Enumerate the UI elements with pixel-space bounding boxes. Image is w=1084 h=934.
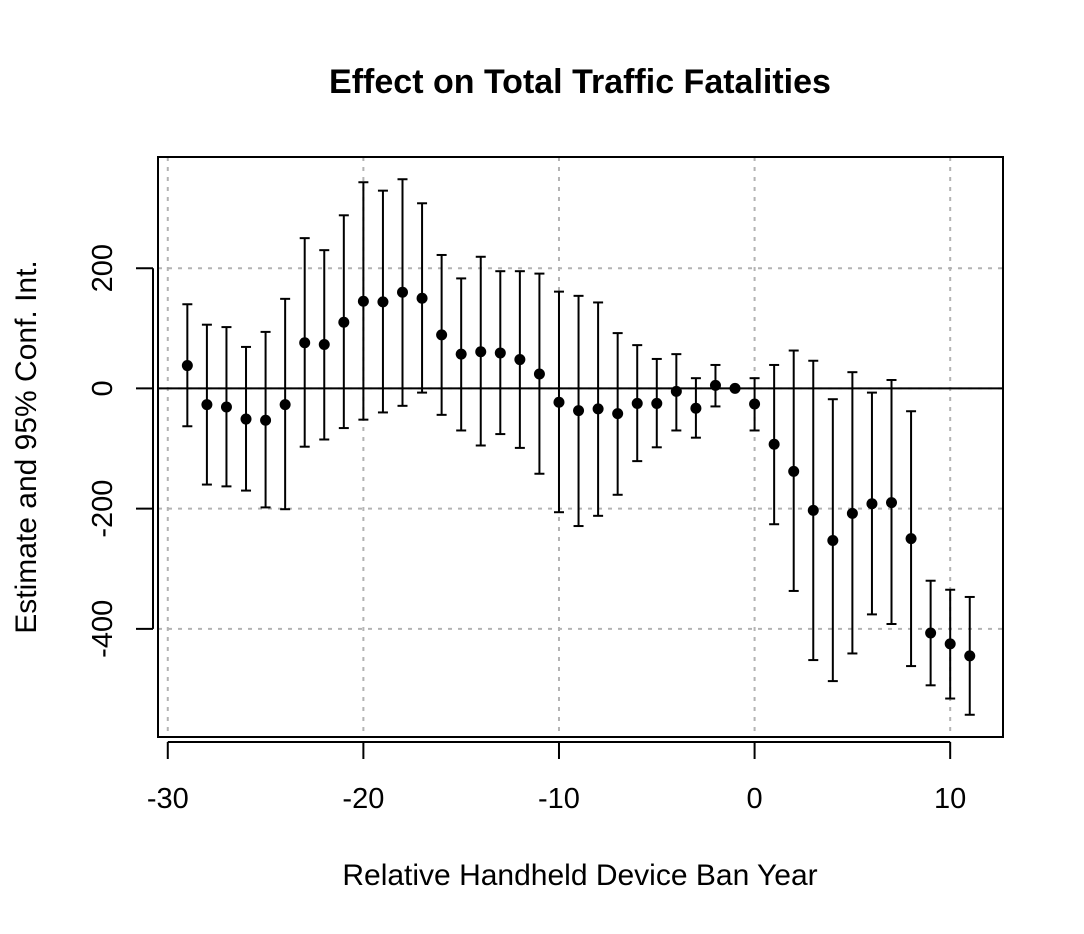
y-tick-label: 0 xyxy=(87,380,119,396)
estimate-point xyxy=(455,348,467,360)
x-axis: -30 -20 -10 0 10 xyxy=(147,741,966,815)
y-tick-label: -400 xyxy=(87,600,119,658)
y-axis-label: Estimate and 95% Conf. Int. xyxy=(10,260,43,634)
x-tick-label: -30 xyxy=(147,783,189,815)
estimate-point xyxy=(631,397,643,409)
estimate-point xyxy=(964,650,976,662)
estimate-point xyxy=(181,360,193,372)
estimate-point xyxy=(846,507,858,519)
estimate-point xyxy=(709,379,721,391)
estimate-point xyxy=(944,638,956,650)
estimate-point xyxy=(729,382,741,394)
estimate-point xyxy=(905,533,917,545)
estimate-point xyxy=(260,414,272,426)
estimate-point xyxy=(690,402,702,414)
estimate-point xyxy=(279,399,291,411)
estimate-point xyxy=(670,385,682,397)
estimate-point xyxy=(338,316,350,328)
estimate-point xyxy=(612,408,624,420)
estimate-point xyxy=(807,504,819,516)
x-tick-label: -20 xyxy=(342,783,384,815)
estimate-point xyxy=(220,401,232,413)
estimate-point xyxy=(357,295,369,307)
estimate-point xyxy=(788,465,800,477)
estimate-point xyxy=(299,337,311,349)
x-tick-label: 0 xyxy=(747,783,763,815)
estimate-point xyxy=(866,498,878,510)
y-tick-label: 200 xyxy=(87,244,119,292)
estimate-point xyxy=(768,438,780,450)
estimate-points xyxy=(181,286,976,662)
estimate-point xyxy=(651,397,663,409)
estimate-point xyxy=(318,339,330,351)
estimate-point xyxy=(573,405,585,417)
estimate-point xyxy=(749,398,761,410)
estimate-point xyxy=(553,396,565,408)
y-axis: -400 -200 0 200 xyxy=(87,244,154,658)
estimate-point xyxy=(397,286,409,298)
estimate-point xyxy=(827,534,839,546)
estimate-point xyxy=(592,403,604,415)
chart-title: Effect on Total Traffic Fatalities xyxy=(329,63,831,101)
estimate-point xyxy=(416,292,428,304)
x-axis-label: Relative Handheld Device Ban Year xyxy=(342,859,817,892)
x-tick-label: -10 xyxy=(538,783,580,815)
estimate-point xyxy=(377,296,389,308)
estimate-point xyxy=(240,413,252,425)
estimate-point xyxy=(494,347,506,359)
estimate-point xyxy=(514,354,526,366)
estimate-point xyxy=(201,399,213,411)
estimate-point xyxy=(436,329,448,341)
y-tick-label: -200 xyxy=(87,480,119,538)
error-bars xyxy=(182,178,975,716)
x-tick-label: 10 xyxy=(934,783,966,815)
estimate-point xyxy=(533,368,545,380)
plot-frame xyxy=(157,156,1004,738)
estimate-point xyxy=(886,497,898,509)
estimate-point xyxy=(925,627,937,639)
estimate-point xyxy=(475,346,487,358)
